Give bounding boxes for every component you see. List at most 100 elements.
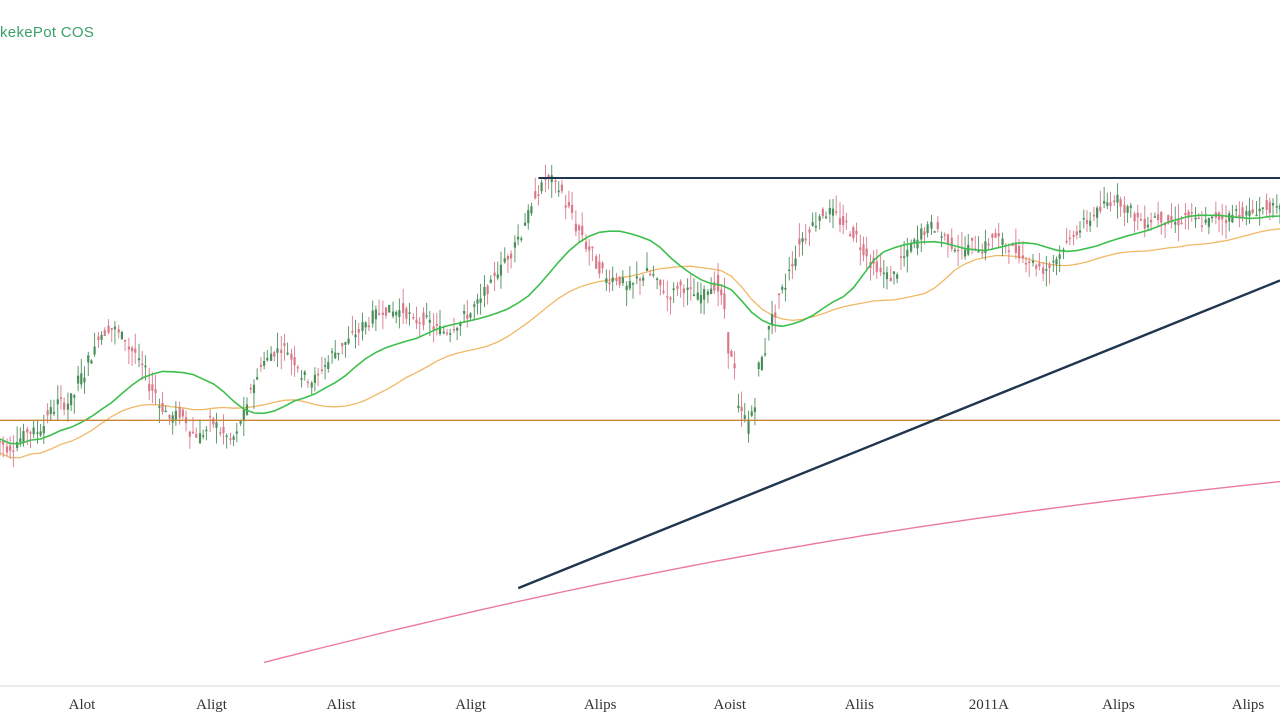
candle-body <box>1251 209 1254 214</box>
candle-body <box>270 353 273 361</box>
candle-body <box>882 272 885 275</box>
candle-body <box>259 364 263 367</box>
candle-body <box>26 429 29 433</box>
x-tick-label: Aoist <box>714 697 747 713</box>
candle-body <box>672 288 675 291</box>
candle-body <box>737 405 740 409</box>
candle-body <box>83 377 86 383</box>
candle-body <box>862 244 865 256</box>
candle-body <box>1136 212 1139 218</box>
candle-body <box>49 407 52 415</box>
candle-body <box>1007 250 1010 252</box>
candle-body <box>283 343 286 346</box>
candle-body <box>402 303 405 314</box>
chart-title: kekePot COS <box>0 24 95 41</box>
x-tick-label: Aligt <box>455 697 487 713</box>
candle-body <box>428 320 431 323</box>
candle-body <box>5 446 9 453</box>
candle-body <box>879 267 882 273</box>
candle-body <box>788 269 791 272</box>
candle-body <box>1014 243 1017 253</box>
candle-body <box>1207 218 1210 227</box>
candle-body <box>168 414 171 419</box>
candle-body <box>523 222 527 226</box>
candle-body <box>496 274 499 279</box>
candle-body <box>181 409 184 417</box>
candle-body <box>1072 234 1075 237</box>
candle-body <box>713 282 716 291</box>
candle-body <box>120 331 124 340</box>
candle-body <box>39 431 42 436</box>
candle-body <box>910 243 913 252</box>
candle-body <box>885 272 889 280</box>
candle-body <box>422 312 425 326</box>
candle-body <box>1187 211 1190 218</box>
candle-body <box>598 261 601 274</box>
candle-body <box>381 312 384 315</box>
candle-body <box>720 289 723 296</box>
candle-body <box>835 211 838 213</box>
candle-body <box>32 427 35 435</box>
candle-body <box>727 332 730 354</box>
candle-body <box>438 326 442 334</box>
candle-body <box>1261 207 1264 209</box>
ma-fast-line <box>0 214 1280 445</box>
candle-body <box>628 281 631 289</box>
candle-body <box>828 207 831 215</box>
candle-body <box>903 256 906 258</box>
candle-body <box>855 230 858 235</box>
candle-body <box>87 355 90 363</box>
candle-body <box>621 277 624 284</box>
candle-body <box>164 410 167 413</box>
candle-body <box>483 287 486 296</box>
candle-body <box>323 365 327 367</box>
candle-body <box>537 194 540 196</box>
candle-body <box>1096 207 1099 218</box>
candle-body <box>1194 217 1197 220</box>
candle-body <box>963 249 967 257</box>
candle-body <box>473 304 476 307</box>
candle-body <box>90 360 93 364</box>
candle-body <box>1031 260 1035 263</box>
candle-body <box>981 251 984 254</box>
candle-body <box>574 223 577 232</box>
candle-body <box>76 375 80 384</box>
candle-body <box>361 322 364 331</box>
candle-body <box>225 435 228 438</box>
candle-body <box>920 228 923 240</box>
candle-body <box>1146 224 1150 228</box>
candle-body <box>171 415 174 423</box>
candle-body <box>354 334 357 338</box>
candle-body <box>781 286 784 290</box>
candle-body <box>1170 216 1173 223</box>
candle-body <box>202 435 205 437</box>
candle-body <box>753 407 757 412</box>
candle-body <box>1228 213 1231 222</box>
candle-body <box>943 234 946 236</box>
candle-body <box>249 387 252 390</box>
candle-body <box>645 268 649 272</box>
candle-body <box>570 204 574 213</box>
candle-body <box>29 432 32 434</box>
candle-body <box>367 325 370 328</box>
ma-slow-line <box>0 228 1280 459</box>
candle-body <box>1024 263 1028 265</box>
candle-body <box>263 361 266 366</box>
candle-body <box>418 322 421 324</box>
candle-body <box>16 441 19 449</box>
x-tick-label: Alist <box>327 697 357 713</box>
candle-body <box>1052 260 1055 263</box>
candle-body <box>1129 205 1132 208</box>
candle-body <box>46 410 49 416</box>
candle-body <box>750 411 753 416</box>
candle-body <box>842 216 845 226</box>
candle-body <box>215 422 218 428</box>
candle-body <box>1116 194 1119 203</box>
candle-body <box>692 294 696 297</box>
candle-body <box>1017 245 1021 259</box>
candle-body <box>611 277 614 282</box>
candle-body <box>222 427 225 433</box>
candle-body <box>666 296 669 298</box>
candle-body <box>1139 219 1143 221</box>
candle-body <box>1235 209 1238 211</box>
